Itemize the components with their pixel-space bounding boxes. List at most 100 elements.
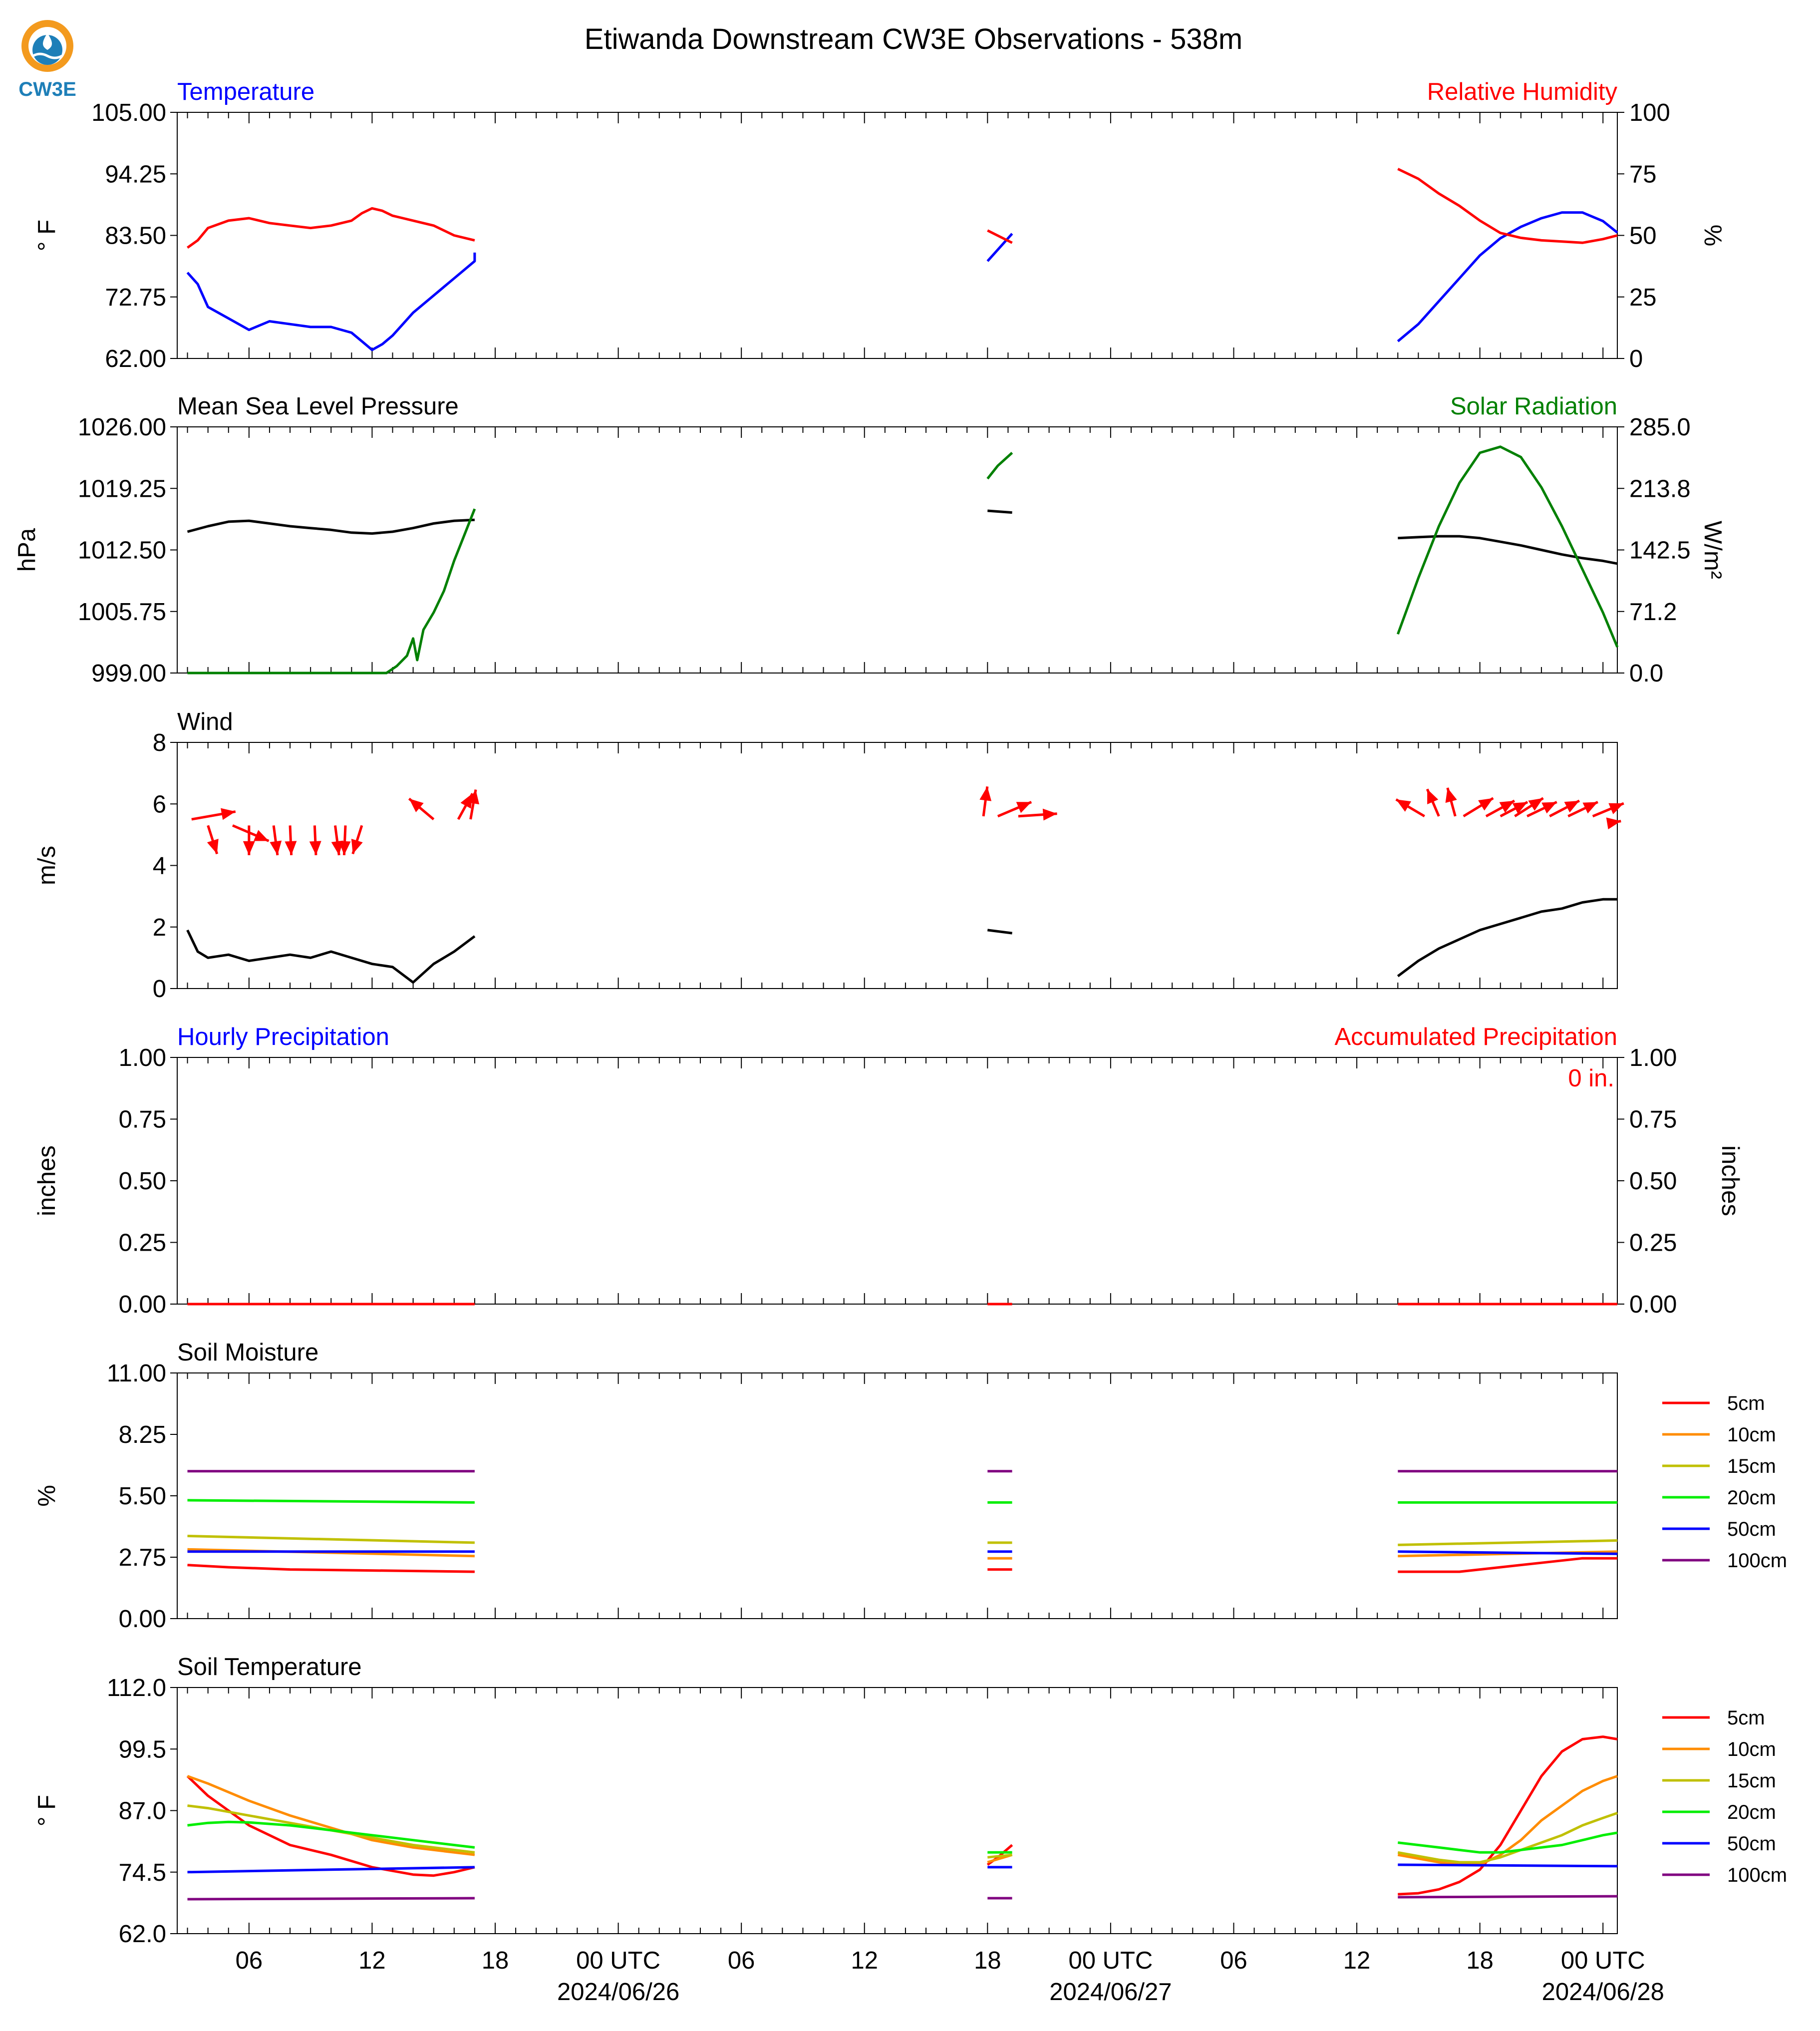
plot-frame xyxy=(177,742,1618,989)
y-tick-label: 0 xyxy=(153,976,166,1003)
y-tick-label: 99.5 xyxy=(119,1736,166,1763)
panel-title-left: Temperature xyxy=(177,78,314,105)
y2-tick-label: 142.5 xyxy=(1629,537,1691,564)
wind-arrow-head xyxy=(1445,787,1457,803)
wind-arrow-head xyxy=(309,841,321,855)
legend-label: 5cm xyxy=(1727,1392,1765,1414)
y-tick-label: 62.00 xyxy=(105,345,166,372)
y-axis-label: ° F xyxy=(33,220,60,251)
wind-arrow-head xyxy=(1564,800,1579,813)
y-tick-label: 0.75 xyxy=(119,1106,166,1133)
series-line-15cm xyxy=(187,1535,475,1544)
series-line-5cm xyxy=(186,1775,475,1877)
y2-tick-label: 0.00 xyxy=(1629,1291,1677,1318)
series-line-50cm xyxy=(1398,1550,1618,1555)
series-line-black xyxy=(186,929,476,984)
y2-tick-label: 25 xyxy=(1629,284,1657,311)
chart-title: Etiwanda Downstream CW3E Observations - … xyxy=(585,23,1242,55)
x-tick-label: 00 UTC xyxy=(576,1947,660,1974)
wind-arrow-head xyxy=(1606,817,1621,830)
legend-label: 20cm xyxy=(1727,1487,1776,1509)
wind-arrow-head xyxy=(253,830,269,841)
logo-wave xyxy=(32,52,63,59)
panel-title-left: Soil Temperature xyxy=(177,1654,362,1681)
x-tick-label: 12 xyxy=(358,1947,386,1974)
wind-arrow-head xyxy=(1541,802,1557,814)
x-tick-label: 00 UTC xyxy=(1561,1947,1645,1974)
legend-label: 100cm xyxy=(1727,1864,1787,1886)
plot-frame xyxy=(177,426,1618,674)
x-tick-label: 12 xyxy=(1343,1947,1371,1974)
wind-arrow-head xyxy=(1499,800,1515,813)
y-tick-label: 1019.25 xyxy=(78,475,166,502)
y2-tick-label: 1.00 xyxy=(1629,1044,1677,1071)
series-line-red xyxy=(1397,168,1618,244)
y-tick-label: 1005.75 xyxy=(78,599,166,626)
panel-title-left: Soil Moisture xyxy=(177,1339,318,1366)
legend-label: 100cm xyxy=(1727,1550,1787,1572)
x-date-label: 2024/06/27 xyxy=(1049,1979,1172,2006)
y2-tick-label: 285.0 xyxy=(1629,414,1691,441)
panel-temp_rh: 62.00 72.75 83.50 94.25 105.00 0 25 50 75 100 ° F%… xyxy=(33,78,1726,372)
y-axis-label: % xyxy=(33,1485,60,1507)
legend-label: 20cm xyxy=(1727,1801,1776,1823)
x-tick-label: 18 xyxy=(1466,1947,1494,1974)
y-tick-label: 62.0 xyxy=(119,1921,166,1948)
series-line-red xyxy=(987,229,1013,244)
y-tick-label: 0.00 xyxy=(119,1291,166,1318)
panel-soil_moisture: 0.00 2.75 5.50 8.25 11.00% Soil Moisture 5cm 10… xyxy=(33,1339,1787,1633)
wind-arrow-head xyxy=(207,839,219,854)
panel-soil_temperature: 62.0 74.5 87.0 99.5 112.0 ° F Soil Temperature… xyxy=(33,1654,1787,1948)
y-axis-label: ° F xyxy=(33,1795,60,1826)
series-line-100cm xyxy=(187,1897,475,1901)
wind-arrow-head xyxy=(1478,798,1494,811)
series-line-5cm xyxy=(1398,1735,1618,1896)
panel-pressure_solar: 999.00 1005.75 1012.50 1019.25 1026.00 0.0 71.… xyxy=(13,393,1726,687)
series-line-20cm xyxy=(1398,1831,1618,1854)
series-line-blue xyxy=(1397,211,1618,342)
series-line-green xyxy=(187,508,476,675)
series-line-20cm xyxy=(187,1820,475,1849)
y2-tick-label: 0.25 xyxy=(1629,1230,1677,1257)
series-line-black xyxy=(987,509,1012,514)
legend-label: 50cm xyxy=(1727,1833,1776,1855)
panel-title-right: Accumulated Precipitation xyxy=(1334,1023,1617,1050)
y-tick-label: 94.25 xyxy=(105,161,166,188)
plot-frame xyxy=(177,1057,1618,1305)
series-line-20cm xyxy=(187,1499,475,1504)
x-tick-label: 18 xyxy=(974,1947,1001,1974)
y-tick-label: 2 xyxy=(153,914,166,941)
y-tick-label: 0.25 xyxy=(119,1230,166,1257)
y-tick-label: 8.25 xyxy=(119,1421,166,1448)
y2-axis-label: % xyxy=(1699,225,1726,247)
y-tick-label: 5.50 xyxy=(119,1483,166,1510)
x-date-label: 2024/06/26 xyxy=(557,1979,679,2006)
legend-label: 50cm xyxy=(1727,1518,1776,1540)
y-tick-label: 8 xyxy=(153,729,166,756)
x-tick-label: 06 xyxy=(236,1947,263,1974)
y-tick-label: 1012.50 xyxy=(78,537,166,564)
panel-title-left: Wind xyxy=(177,708,233,735)
wind-arrow-head xyxy=(1512,802,1528,814)
y-tick-label: 0.00 xyxy=(119,1606,166,1633)
series-line-15cm xyxy=(987,1853,1012,1859)
series-line-50cm xyxy=(187,1866,475,1874)
y-axis-label: hPa xyxy=(13,528,40,572)
panel-precip: 0.00 0.25 0.50 0.75 1.00 0.00 0.25 0.50 0.75 1.00… xyxy=(33,1023,1744,1318)
series-line-black xyxy=(987,929,1012,935)
y-tick-label: 72.75 xyxy=(105,284,166,311)
legend-label: 10cm xyxy=(1727,1424,1776,1446)
series-line-blue xyxy=(986,233,1013,262)
y-tick-label: 6 xyxy=(153,791,166,818)
y-tick-label: 0.50 xyxy=(119,1168,166,1195)
series-line-100cm xyxy=(1398,1895,1618,1899)
wind-arrow-head xyxy=(1608,803,1624,814)
legend-label: 15cm xyxy=(1727,1770,1776,1792)
panel-title-left: Hourly Precipitation xyxy=(177,1023,389,1050)
y-axis-label: m/s xyxy=(33,846,60,885)
y2-tick-label: 0.50 xyxy=(1629,1168,1677,1195)
y-tick-label: 4 xyxy=(153,853,166,880)
series-line-black xyxy=(187,518,475,535)
